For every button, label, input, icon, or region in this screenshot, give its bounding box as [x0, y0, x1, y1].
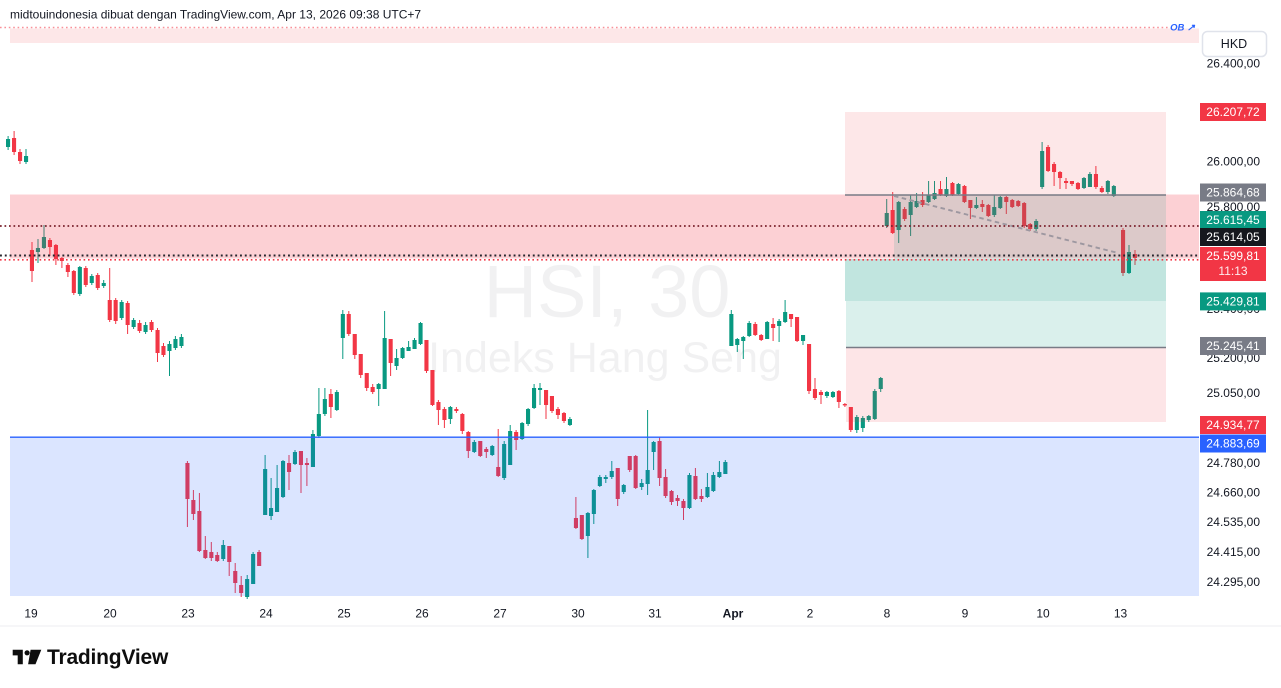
svg-text:26.000,00: 26.000,00	[1207, 155, 1261, 169]
svg-text:24.883,69: 24.883,69	[1206, 437, 1260, 451]
svg-text:23: 23	[181, 607, 195, 621]
svg-text:25.599,81: 25.599,81	[1206, 249, 1260, 263]
svg-text:24: 24	[259, 607, 273, 621]
svg-text:24.780,00: 24.780,00	[1207, 456, 1261, 470]
svg-text:27: 27	[493, 607, 507, 621]
svg-text:8: 8	[884, 607, 891, 621]
svg-text:TradingView: TradingView	[47, 646, 169, 669]
svg-text:11:13: 11:13	[1218, 264, 1247, 278]
svg-text:Indeks Hang Seng: Indeks Hang Seng	[428, 334, 782, 382]
svg-text:24.295,00: 24.295,00	[1207, 575, 1261, 589]
svg-text:midtouindonesia dibuat dengan: midtouindonesia dibuat dengan TradingVie…	[10, 8, 421, 22]
svg-text:2: 2	[807, 607, 814, 621]
svg-text:20: 20	[103, 607, 117, 621]
svg-text:24.415,00: 24.415,00	[1207, 545, 1261, 559]
svg-text:24.934,77: 24.934,77	[1206, 418, 1260, 432]
svg-text:25.614,05: 25.614,05	[1206, 230, 1260, 244]
svg-text:13: 13	[1114, 607, 1128, 621]
svg-text:24.535,00: 24.535,00	[1207, 515, 1261, 529]
svg-text:25.050,00: 25.050,00	[1207, 386, 1261, 400]
svg-text:25.245,41: 25.245,41	[1206, 339, 1260, 353]
svg-text:26: 26	[415, 607, 429, 621]
svg-text:26.400,00: 26.400,00	[1207, 57, 1261, 71]
svg-text:24.660,00: 24.660,00	[1207, 486, 1261, 500]
svg-text:25.429,81: 25.429,81	[1206, 295, 1260, 309]
svg-text:30: 30	[571, 607, 585, 621]
svg-text:19: 19	[24, 607, 38, 621]
svg-text:25.615,45: 25.615,45	[1206, 213, 1260, 227]
svg-text:31: 31	[648, 607, 662, 621]
svg-text:10: 10	[1036, 607, 1050, 621]
svg-text:OB ↗: OB ↗	[1170, 23, 1196, 34]
svg-text:26.207,72: 26.207,72	[1206, 105, 1260, 119]
svg-text:25.864,68: 25.864,68	[1206, 186, 1260, 200]
svg-text:9: 9	[962, 607, 969, 621]
svg-text:25.800,00: 25.800,00	[1207, 200, 1261, 214]
svg-text:Apr: Apr	[723, 607, 744, 621]
svg-text:HKD: HKD	[1221, 37, 1247, 51]
svg-text:25: 25	[337, 607, 351, 621]
svg-text:HSI, 30: HSI, 30	[484, 250, 731, 333]
